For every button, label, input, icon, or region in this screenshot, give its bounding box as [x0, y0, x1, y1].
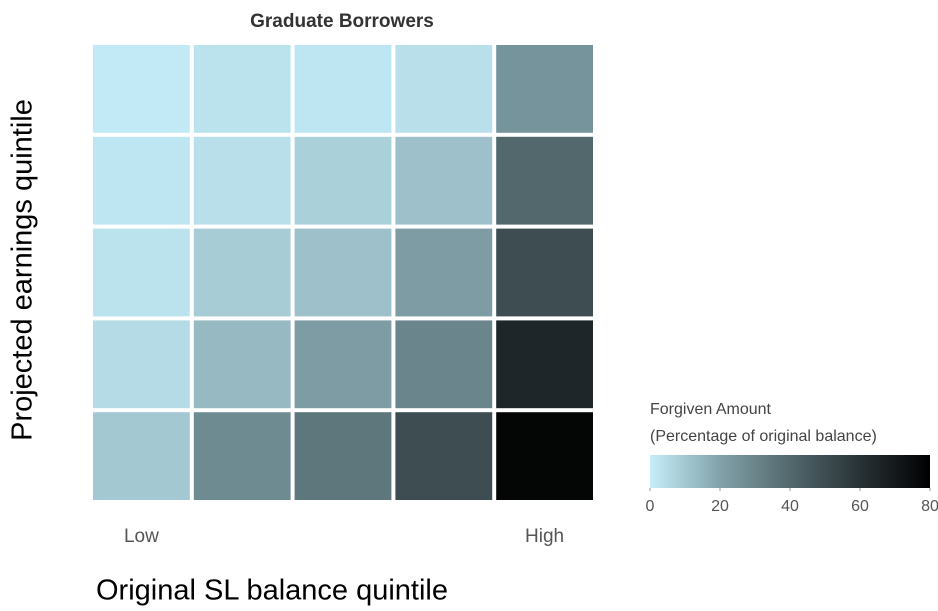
heatmap-cell	[496, 228, 593, 317]
heatmap-cell	[193, 412, 291, 500]
colorbar-tick-label: 40	[781, 498, 799, 515]
heatmap-cell	[395, 228, 493, 317]
heatmap-cell	[496, 320, 593, 409]
colorbar-title: (Percentage of original balance)	[650, 428, 877, 445]
y-axis-label: Projected earnings quintile	[7, 99, 39, 441]
heatmap-cell	[395, 45, 493, 133]
heatmap-cell	[395, 136, 493, 225]
heatmap-cell	[193, 45, 291, 133]
x-axis-label: Original SL balance quintile	[96, 575, 448, 607]
colorbar-tick-label: 60	[851, 498, 869, 515]
heatmap-cell	[294, 412, 392, 500]
x-tick-label: Low	[124, 526, 159, 547]
chart-title: Graduate Borrowers	[250, 11, 434, 32]
heatmap-cell	[193, 228, 291, 317]
heatmap-cell	[395, 412, 493, 500]
x-tick-label: High	[525, 526, 564, 547]
heatmap-cell	[496, 45, 593, 133]
heatmap-cell	[93, 412, 190, 500]
colorbar-tick-label: 20	[711, 498, 729, 515]
heatmap-cell	[93, 136, 190, 225]
heatmap-cell	[496, 136, 593, 225]
heatmap-cell	[294, 136, 392, 225]
heatmap-cell	[496, 412, 593, 500]
colorbar	[650, 455, 930, 488]
colorbar-title: Forgiven Amount	[650, 401, 772, 418]
heatmap-cell	[294, 320, 392, 409]
colorbar-tick-label: 80	[921, 498, 938, 515]
heatmap-cell	[193, 320, 291, 409]
heatmap-cell	[193, 136, 291, 225]
colorbar-tick-label: 0	[646, 498, 655, 515]
heatmap-cell	[294, 228, 392, 317]
heatmap-cell	[93, 320, 190, 409]
heatmap-cell	[93, 45, 190, 133]
heatmap-cell	[294, 45, 392, 133]
heatmap-cell	[93, 228, 190, 317]
heatmap-cell	[395, 320, 493, 409]
